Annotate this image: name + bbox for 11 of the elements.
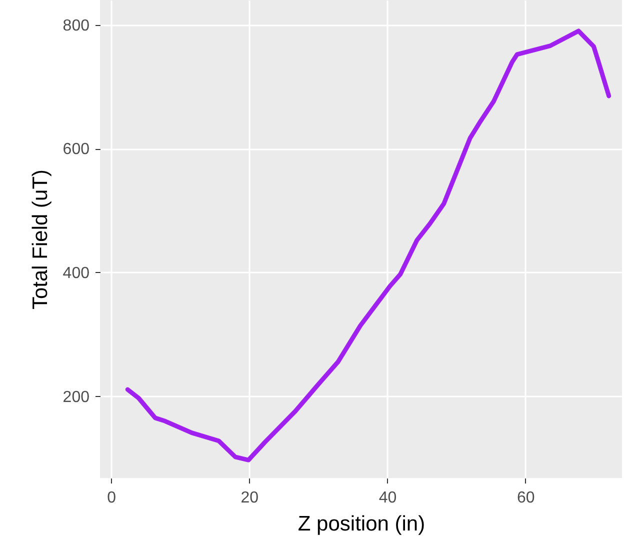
line-series — [125, 28, 612, 462]
y-axis-title: Total Field (uT) — [28, 169, 52, 310]
x-tick-label: 20 — [240, 490, 259, 506]
x-axis-title: Z position (in) — [298, 512, 426, 536]
x-tick-label: 60 — [516, 490, 535, 506]
y-tick-label: 600 — [62, 141, 90, 158]
y-tick-label: 800 — [62, 17, 90, 34]
x-tick-label: 0 — [107, 490, 116, 506]
y-tick-label: 400 — [62, 264, 90, 282]
x-tick-label: 40 — [378, 490, 397, 506]
y-tick-label: 200 — [62, 388, 90, 406]
